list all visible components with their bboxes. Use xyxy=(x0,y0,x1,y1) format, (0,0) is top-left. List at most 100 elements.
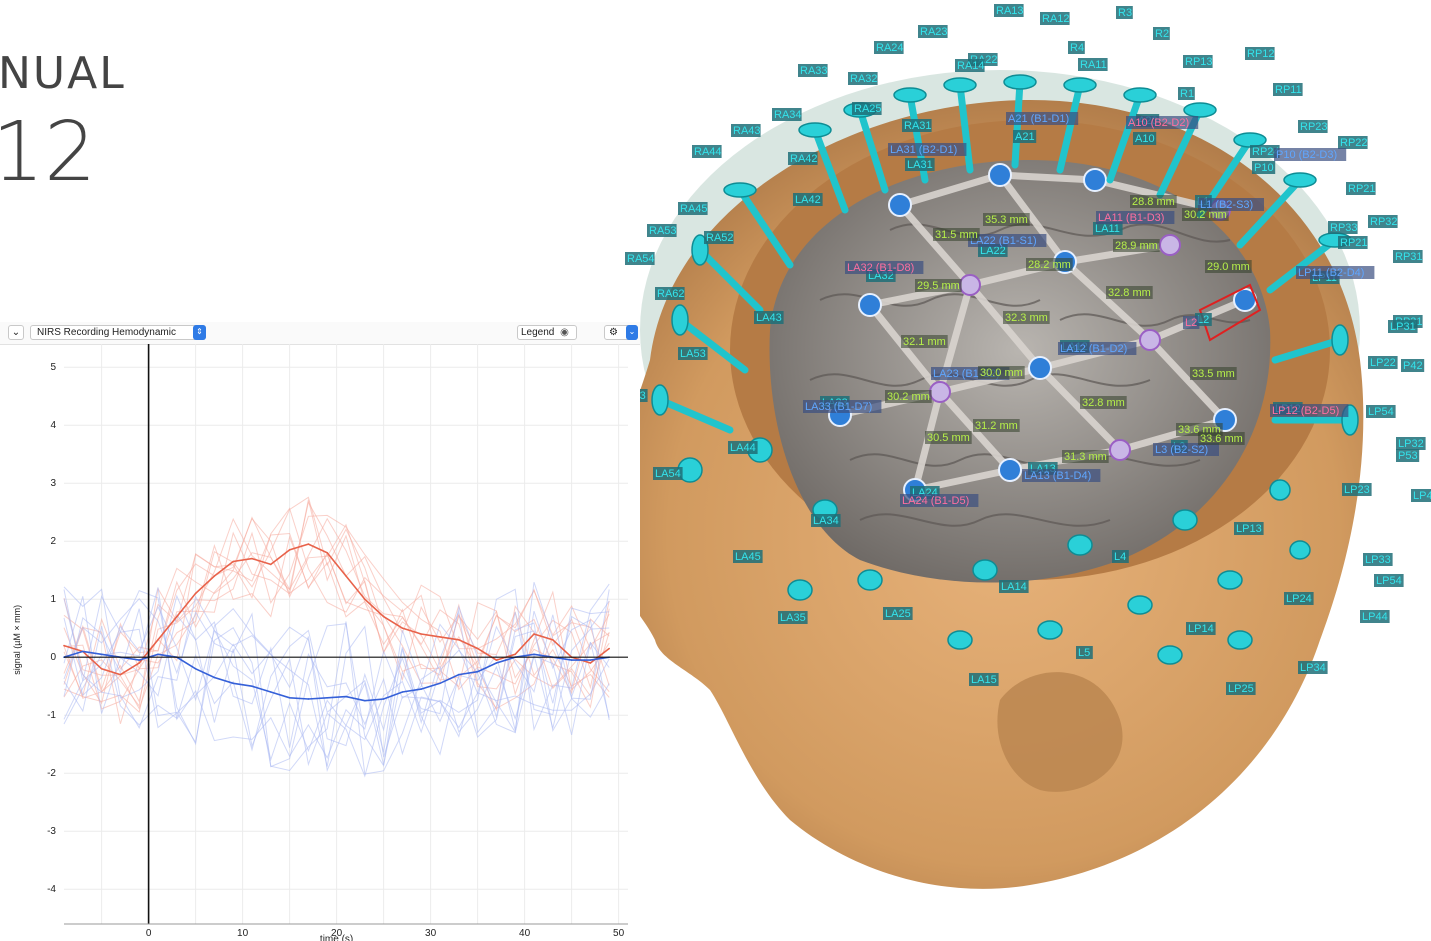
svg-text:P53: P53 xyxy=(1398,450,1418,462)
legend-button[interactable]: Legend ◉ xyxy=(517,325,577,340)
y-axis-label: signal (µM × mm) xyxy=(12,605,22,675)
optode-label: R3 xyxy=(1116,6,1133,19)
distance-label: 30.5 mm xyxy=(925,431,972,444)
svg-text:RP21: RP21 xyxy=(1340,237,1368,249)
y-tick-label: 4 xyxy=(50,420,56,431)
distance-label: 31.2 mm xyxy=(973,419,1020,432)
distance-label: 32.8 mm xyxy=(1106,286,1153,299)
optode-label: RP24 xyxy=(1250,145,1280,158)
optode-label: A21 xyxy=(1013,130,1037,143)
optode-label: RA12 xyxy=(1040,12,1070,25)
optode-label: RP23 xyxy=(1298,120,1328,133)
svg-text:RP13: RP13 xyxy=(1185,56,1213,68)
chart-toolbar: ⌄ NIRS Recording Hemodynamic ⇕ Legend ◉ … xyxy=(0,322,640,345)
svg-text:RA13: RA13 xyxy=(996,5,1024,17)
collapse-button[interactable]: ⌄ xyxy=(8,325,24,340)
svg-text:RA45: RA45 xyxy=(680,203,708,215)
optode-label: RA42 xyxy=(788,152,818,165)
svg-text:35.3 mm: 35.3 mm xyxy=(985,214,1028,226)
data-point xyxy=(251,557,253,560)
optode-label: LP14 xyxy=(1186,622,1216,635)
optode-label: LP24 xyxy=(1284,592,1314,605)
trial-trace xyxy=(63,583,610,747)
data-point xyxy=(495,662,498,664)
recording-select[interactable]: NIRS Recording Hemodynamic ⇕ xyxy=(30,325,206,340)
svg-text:LA11: LA11 xyxy=(1095,223,1120,235)
svg-text:RP21: RP21 xyxy=(1348,183,1376,195)
svg-text:LA32 (B1-D8): LA32 (B1-D8) xyxy=(847,262,914,274)
x-tick-label: 40 xyxy=(519,928,531,939)
svg-text:RA31: RA31 xyxy=(904,120,932,132)
data-point xyxy=(232,560,234,563)
head-surface xyxy=(564,70,1364,889)
optode-label: LP33 xyxy=(1363,553,1393,566)
chevron-down-icon: ⌄ xyxy=(11,327,21,338)
manual-title-line1: NUAL xyxy=(0,48,126,99)
svg-text:RA42: RA42 xyxy=(790,153,818,165)
svg-text:R2: R2 xyxy=(1155,28,1169,40)
optode-label: LA42 xyxy=(793,193,823,206)
data-point xyxy=(458,639,460,641)
head-3d-view[interactable]: RA13RA12R3RA23R2RA24RA22RA14R4RP13RP12RA… xyxy=(560,0,1431,941)
optode-label: RP31 xyxy=(1393,250,1423,263)
svg-text:RA25: RA25 xyxy=(854,103,882,115)
data-point xyxy=(326,697,329,699)
svg-text:RA53: RA53 xyxy=(649,225,677,237)
distance-label: 31.3 mm xyxy=(1062,450,1109,463)
data-point xyxy=(458,673,460,676)
svg-text:LP54: LP54 xyxy=(1368,406,1394,418)
svg-text:31.3 mm: 31.3 mm xyxy=(1064,451,1107,463)
svg-text:LA31 (B2-D1): LA31 (B2-D1) xyxy=(890,144,957,156)
distance-label: 29.5 mm xyxy=(915,279,962,292)
data-point xyxy=(495,659,498,661)
data-point xyxy=(307,698,310,700)
distance-label: 28.2 mm xyxy=(1026,258,1073,271)
svg-text:RA11: RA11 xyxy=(1080,59,1107,71)
data-point xyxy=(270,691,272,693)
svg-text:LA34: LA34 xyxy=(813,515,839,527)
data-point xyxy=(176,615,178,618)
x-axis-label: time (s) xyxy=(320,934,353,941)
distance-label: 30.2 mm xyxy=(885,390,932,403)
optode-label: LP43 xyxy=(1411,489,1431,502)
distance-label: 31.5 mm xyxy=(933,228,980,241)
y-tick-label: 2 xyxy=(50,536,56,547)
svg-text:LA24 (B1-D5): LA24 (B1-D5) xyxy=(902,495,969,507)
settings-button[interactable]: ⚙ ⌄ xyxy=(604,325,638,340)
optode-label: RA25 xyxy=(852,102,882,115)
optode-label: RA44 xyxy=(692,145,722,158)
svg-text:RA34: RA34 xyxy=(774,109,802,121)
data-point xyxy=(589,662,592,664)
data-point xyxy=(570,659,573,661)
data-point xyxy=(138,659,140,661)
svg-text:LP32: LP32 xyxy=(1398,438,1424,450)
svg-text:L2: L2 xyxy=(1185,317,1197,329)
optode-label: LA31 xyxy=(905,158,935,171)
svg-text:L3 (B2-S2): L3 (B2-S2) xyxy=(1155,444,1208,456)
svg-text:RA23: RA23 xyxy=(920,26,948,38)
svg-text:RP33: RP33 xyxy=(1330,222,1358,234)
svg-text:28.9 mm: 28.9 mm xyxy=(1115,240,1158,252)
svg-text:LA54: LA54 xyxy=(655,468,681,480)
svg-text:A21: A21 xyxy=(1015,131,1035,143)
distance-label: 30.0 mm xyxy=(978,366,1025,379)
distance-label: 30.2 mm xyxy=(1182,208,1229,221)
svg-text:LP13: LP13 xyxy=(1236,523,1262,535)
svg-text:33.5 mm: 33.5 mm xyxy=(1192,368,1235,380)
y-tick-label: -2 xyxy=(47,768,56,779)
optode-label: RP12 xyxy=(1245,47,1275,60)
optode-label: LA54 xyxy=(653,467,683,480)
svg-text:RA44: RA44 xyxy=(694,146,722,158)
data-point xyxy=(270,563,272,566)
data-point xyxy=(589,659,592,661)
trial-trace xyxy=(63,598,610,768)
optode-label: A10 xyxy=(1133,132,1157,145)
svg-text:RP22: RP22 xyxy=(1340,137,1368,149)
svg-text:28.2 mm: 28.2 mm xyxy=(1028,259,1071,271)
svg-text:LA44: LA44 xyxy=(730,442,756,454)
optode-label: RP32 xyxy=(1368,215,1398,228)
data-point xyxy=(326,552,329,554)
svg-text:LA43: LA43 xyxy=(756,312,782,324)
svg-text:A10: A10 xyxy=(1135,133,1155,145)
